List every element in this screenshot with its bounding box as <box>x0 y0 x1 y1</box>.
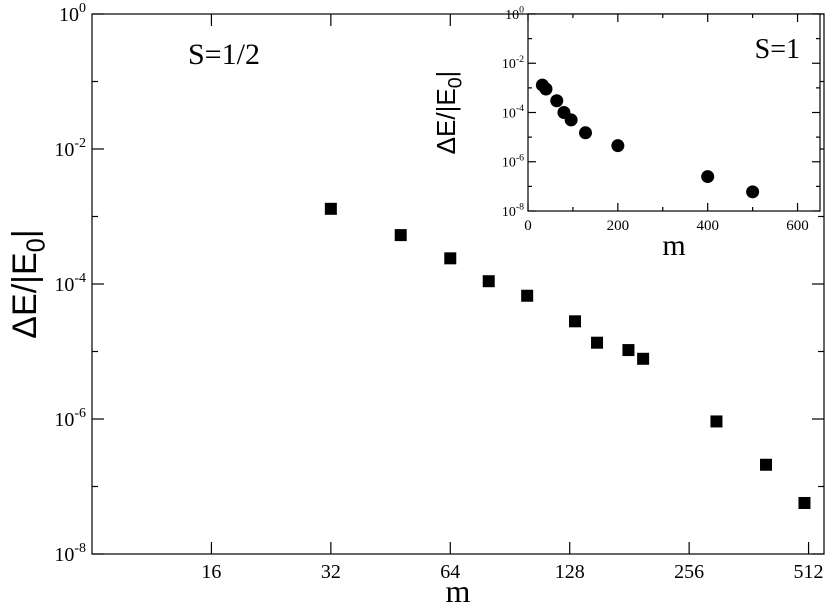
inset-x-axis-label: m <box>662 229 685 262</box>
inset-panel: 100 10-2 10-4 10-6 10-80 200 400 600 m ΔE/|E0| S=1 <box>431 5 821 262</box>
inset-x-tick-label: 600 <box>786 218 809 234</box>
inset-y-axis-label: ΔE/|E0| <box>431 71 467 155</box>
main-data-point <box>591 336 604 349</box>
main-panel: 100 10-2 10-4 10-6 10-8 16 32 64 128 256 512 m ΔE/|E… <box>6 1 825 609</box>
main-data-point <box>710 415 723 428</box>
main-data-point <box>622 344 635 357</box>
main-data-point <box>760 458 773 471</box>
main-data-point <box>444 252 457 265</box>
inset-data-point <box>564 113 578 127</box>
main-data-point <box>482 275 495 288</box>
main-x-axis-label: m <box>446 573 471 607</box>
main-data-point <box>394 229 407 242</box>
main-x-tick-label: 32 <box>321 561 341 583</box>
main-data-point <box>637 352 650 365</box>
inset-x-tick-label: 400 <box>696 218 719 234</box>
main-data-point <box>324 202 337 215</box>
inset-y-tick-label: 100 <box>505 5 524 23</box>
main-x-tick-label: 64 <box>440 561 460 583</box>
inset-x-tick-label: 200 <box>607 218 630 234</box>
inset-y-tick-label: 10-8 <box>502 202 524 220</box>
main-y-tick-label: 10-8 <box>54 541 86 566</box>
main-data-point <box>521 289 534 302</box>
inset-y-tick-label: 10-2 <box>502 54 524 72</box>
inset-panel-annotation: S=1 <box>755 34 800 65</box>
main-y-tick-label: 100 <box>59 1 86 26</box>
main-x-tick-label: 512 <box>794 561 824 583</box>
inset-y-tick-label: 10-6 <box>502 152 524 170</box>
inset-data-point <box>611 139 625 153</box>
main-x-tick-label: 128 <box>555 561 585 583</box>
main-x-tick-label: 16 <box>201 561 221 583</box>
inset-data-point <box>746 185 760 199</box>
inset-data-point <box>550 94 564 108</box>
main-y-tick-label: 10-2 <box>54 136 86 161</box>
main-x-tick-label: 256 <box>674 561 704 583</box>
main-data-point <box>569 315 582 328</box>
inset-y-tick-label: 10-4 <box>502 103 524 121</box>
main-panel-annotation: S=1/2 <box>188 38 260 71</box>
inset-data-point <box>539 82 553 96</box>
main-y-tick-label: 10-4 <box>54 271 86 296</box>
main-y-axis-label: ΔE/|E0| <box>6 229 51 338</box>
inset-data-point <box>579 126 593 140</box>
inset-x-tick-label: 0 <box>524 218 532 234</box>
inset-plot-background <box>528 14 820 211</box>
inset-data-point <box>701 170 715 184</box>
main-data-point <box>798 496 811 509</box>
main-y-tick-label: 10-6 <box>54 406 86 431</box>
